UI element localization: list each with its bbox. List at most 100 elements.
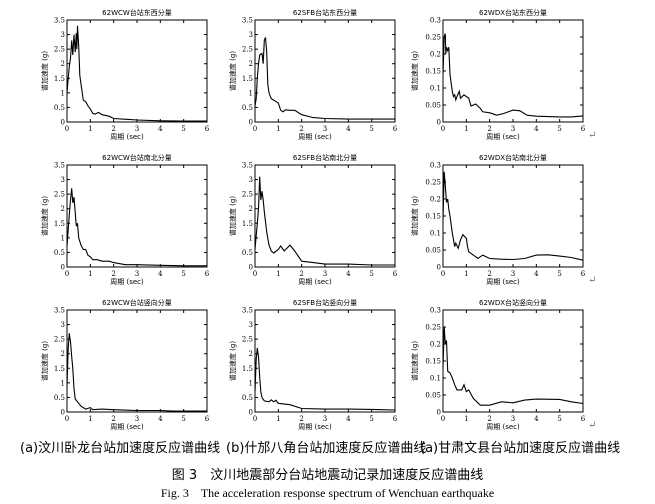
chart-title: 62SFB台站南北分量 <box>293 153 357 162</box>
x-tick-label: 4 <box>534 125 539 133</box>
chart-title: 62SFB台站东西分量 <box>293 8 357 17</box>
y-tick-label: 2 <box>61 60 65 68</box>
x-tick-label: 3 <box>135 415 139 423</box>
spectrum-line <box>66 333 207 412</box>
spectrum-line <box>254 37 395 120</box>
x-tick-label: 0 <box>253 270 257 278</box>
y-tick-label: 0.2 <box>430 51 441 59</box>
x-tick-label: 6 <box>581 125 586 133</box>
x-tick-label: 2 <box>299 415 303 423</box>
x-tick-label: 4 <box>534 415 539 423</box>
y-tick-label: 0.05 <box>425 102 441 110</box>
y-tick-label: 0.25 <box>425 324 441 332</box>
y-tick-label: 0.25 <box>425 34 441 42</box>
x-tick-label: 3 <box>511 270 515 278</box>
x-tick-label: 5 <box>369 415 373 423</box>
y-tick-label: 0 <box>437 409 441 417</box>
x-tick-label: 2 <box>299 270 303 278</box>
y-axis-label: 谱加速度 (g) <box>40 196 49 236</box>
paragraph-mark-icon: ↵ <box>588 420 597 431</box>
x-axis-label: 周期 (sec) <box>110 278 144 286</box>
x-tick-label: 1 <box>464 415 468 423</box>
x-tick-label: 2 <box>111 270 115 278</box>
chart-title: 62WDX台站竖向分量 <box>479 298 547 307</box>
x-axis-label: 周期 (sec) <box>298 423 332 431</box>
chart-title: 62WDX台站南北分量 <box>479 153 547 162</box>
x-tick-label: 3 <box>323 125 327 133</box>
chart-title: 62WDX台站东西分量 <box>479 8 547 17</box>
plot-frame <box>66 164 208 268</box>
y-tick-label: 1.5 <box>54 75 65 83</box>
plot-frame <box>442 309 584 413</box>
y-tick-label: 3.5 <box>54 17 65 25</box>
y-tick-label: 2.5 <box>242 191 253 199</box>
y-tick-label: 3 <box>61 31 65 39</box>
x-tick-label: 6 <box>205 270 210 278</box>
x-axis-label: 周期 (sec) <box>486 423 520 431</box>
x-tick-label: 0 <box>441 415 445 423</box>
y-tick-label: 0.5 <box>54 104 65 112</box>
y-tick-label: 2 <box>61 350 65 358</box>
x-tick-label: 0 <box>65 270 69 278</box>
y-tick-label: 0.3 <box>430 17 441 25</box>
x-axis-label: 周期 (sec) <box>486 278 520 286</box>
x-axis-label: 周期 (sec) <box>298 278 332 286</box>
x-tick-label: 6 <box>205 125 210 133</box>
x-tick-label: 4 <box>158 415 163 423</box>
y-tick-label: 0.1 <box>430 85 441 93</box>
y-tick-label: 0 <box>249 119 253 127</box>
x-tick-label: 1 <box>276 270 280 278</box>
x-tick-label: 4 <box>346 415 351 423</box>
y-axis-label: 谱加速度 (g) <box>228 196 237 236</box>
subcaption-b: (b)什邡八角台站加速度反应谱曲线 <box>226 441 427 456</box>
paragraph-mark-icon: ↵ <box>588 275 597 286</box>
y-tick-label: 2.5 <box>242 336 253 344</box>
y-tick-label: 0.5 <box>242 249 253 257</box>
x-tick-label: 6 <box>393 270 398 278</box>
x-tick-label: 6 <box>581 270 586 278</box>
plot-frame <box>66 309 208 413</box>
y-tick-label: 0 <box>437 119 441 127</box>
spectrum-line <box>254 347 396 411</box>
x-axis-label: 周期 (sec) <box>486 133 520 141</box>
x-tick-label: 1 <box>464 125 468 133</box>
y-axis-label: 谱加速度 (g) <box>228 341 237 381</box>
x-tick-label: 1 <box>88 415 92 423</box>
y-tick-label: 1 <box>249 234 253 242</box>
y-tick-label: 1.5 <box>242 220 253 228</box>
y-tick-label: 0 <box>61 264 65 272</box>
y-tick-label: 0.15 <box>425 68 441 76</box>
x-tick-label: 6 <box>581 415 586 423</box>
subcaption-a: (a)汶川卧龙台站加速度反应谱曲线 <box>20 441 221 456</box>
x-tick-label: 4 <box>158 270 163 278</box>
y-tick-label: 0.15 <box>425 358 441 366</box>
y-tick-label: 0.1 <box>430 230 441 238</box>
x-tick-label: 3 <box>511 415 515 423</box>
x-tick-label: 2 <box>111 125 115 133</box>
x-tick-label: 1 <box>464 270 468 278</box>
y-tick-label: 0 <box>61 119 65 127</box>
y-tick-label: 1.5 <box>242 75 253 83</box>
y-tick-label: 1 <box>61 89 65 97</box>
y-tick-label: 0 <box>249 409 253 417</box>
x-tick-label: 0 <box>65 415 69 423</box>
y-tick-label: 0 <box>249 264 253 272</box>
x-tick-label: 2 <box>487 125 491 133</box>
x-tick-label: 3 <box>323 270 327 278</box>
y-tick-label: 0.05 <box>425 392 441 400</box>
x-tick-label: 0 <box>253 415 257 423</box>
x-tick-label: 1 <box>88 270 92 278</box>
y-tick-label: 2 <box>249 350 253 358</box>
y-tick-label: 0.2 <box>430 341 441 349</box>
x-tick-label: 1 <box>88 125 92 133</box>
y-tick-label: 0.3 <box>430 307 441 315</box>
x-tick-label: 4 <box>346 125 351 133</box>
x-tick-label: 0 <box>65 125 69 133</box>
y-tick-label: 1 <box>61 234 65 242</box>
y-tick-label: 3.5 <box>242 307 253 315</box>
x-axis-label: 周期 (sec) <box>110 423 144 431</box>
y-tick-label: 0.5 <box>54 394 65 402</box>
